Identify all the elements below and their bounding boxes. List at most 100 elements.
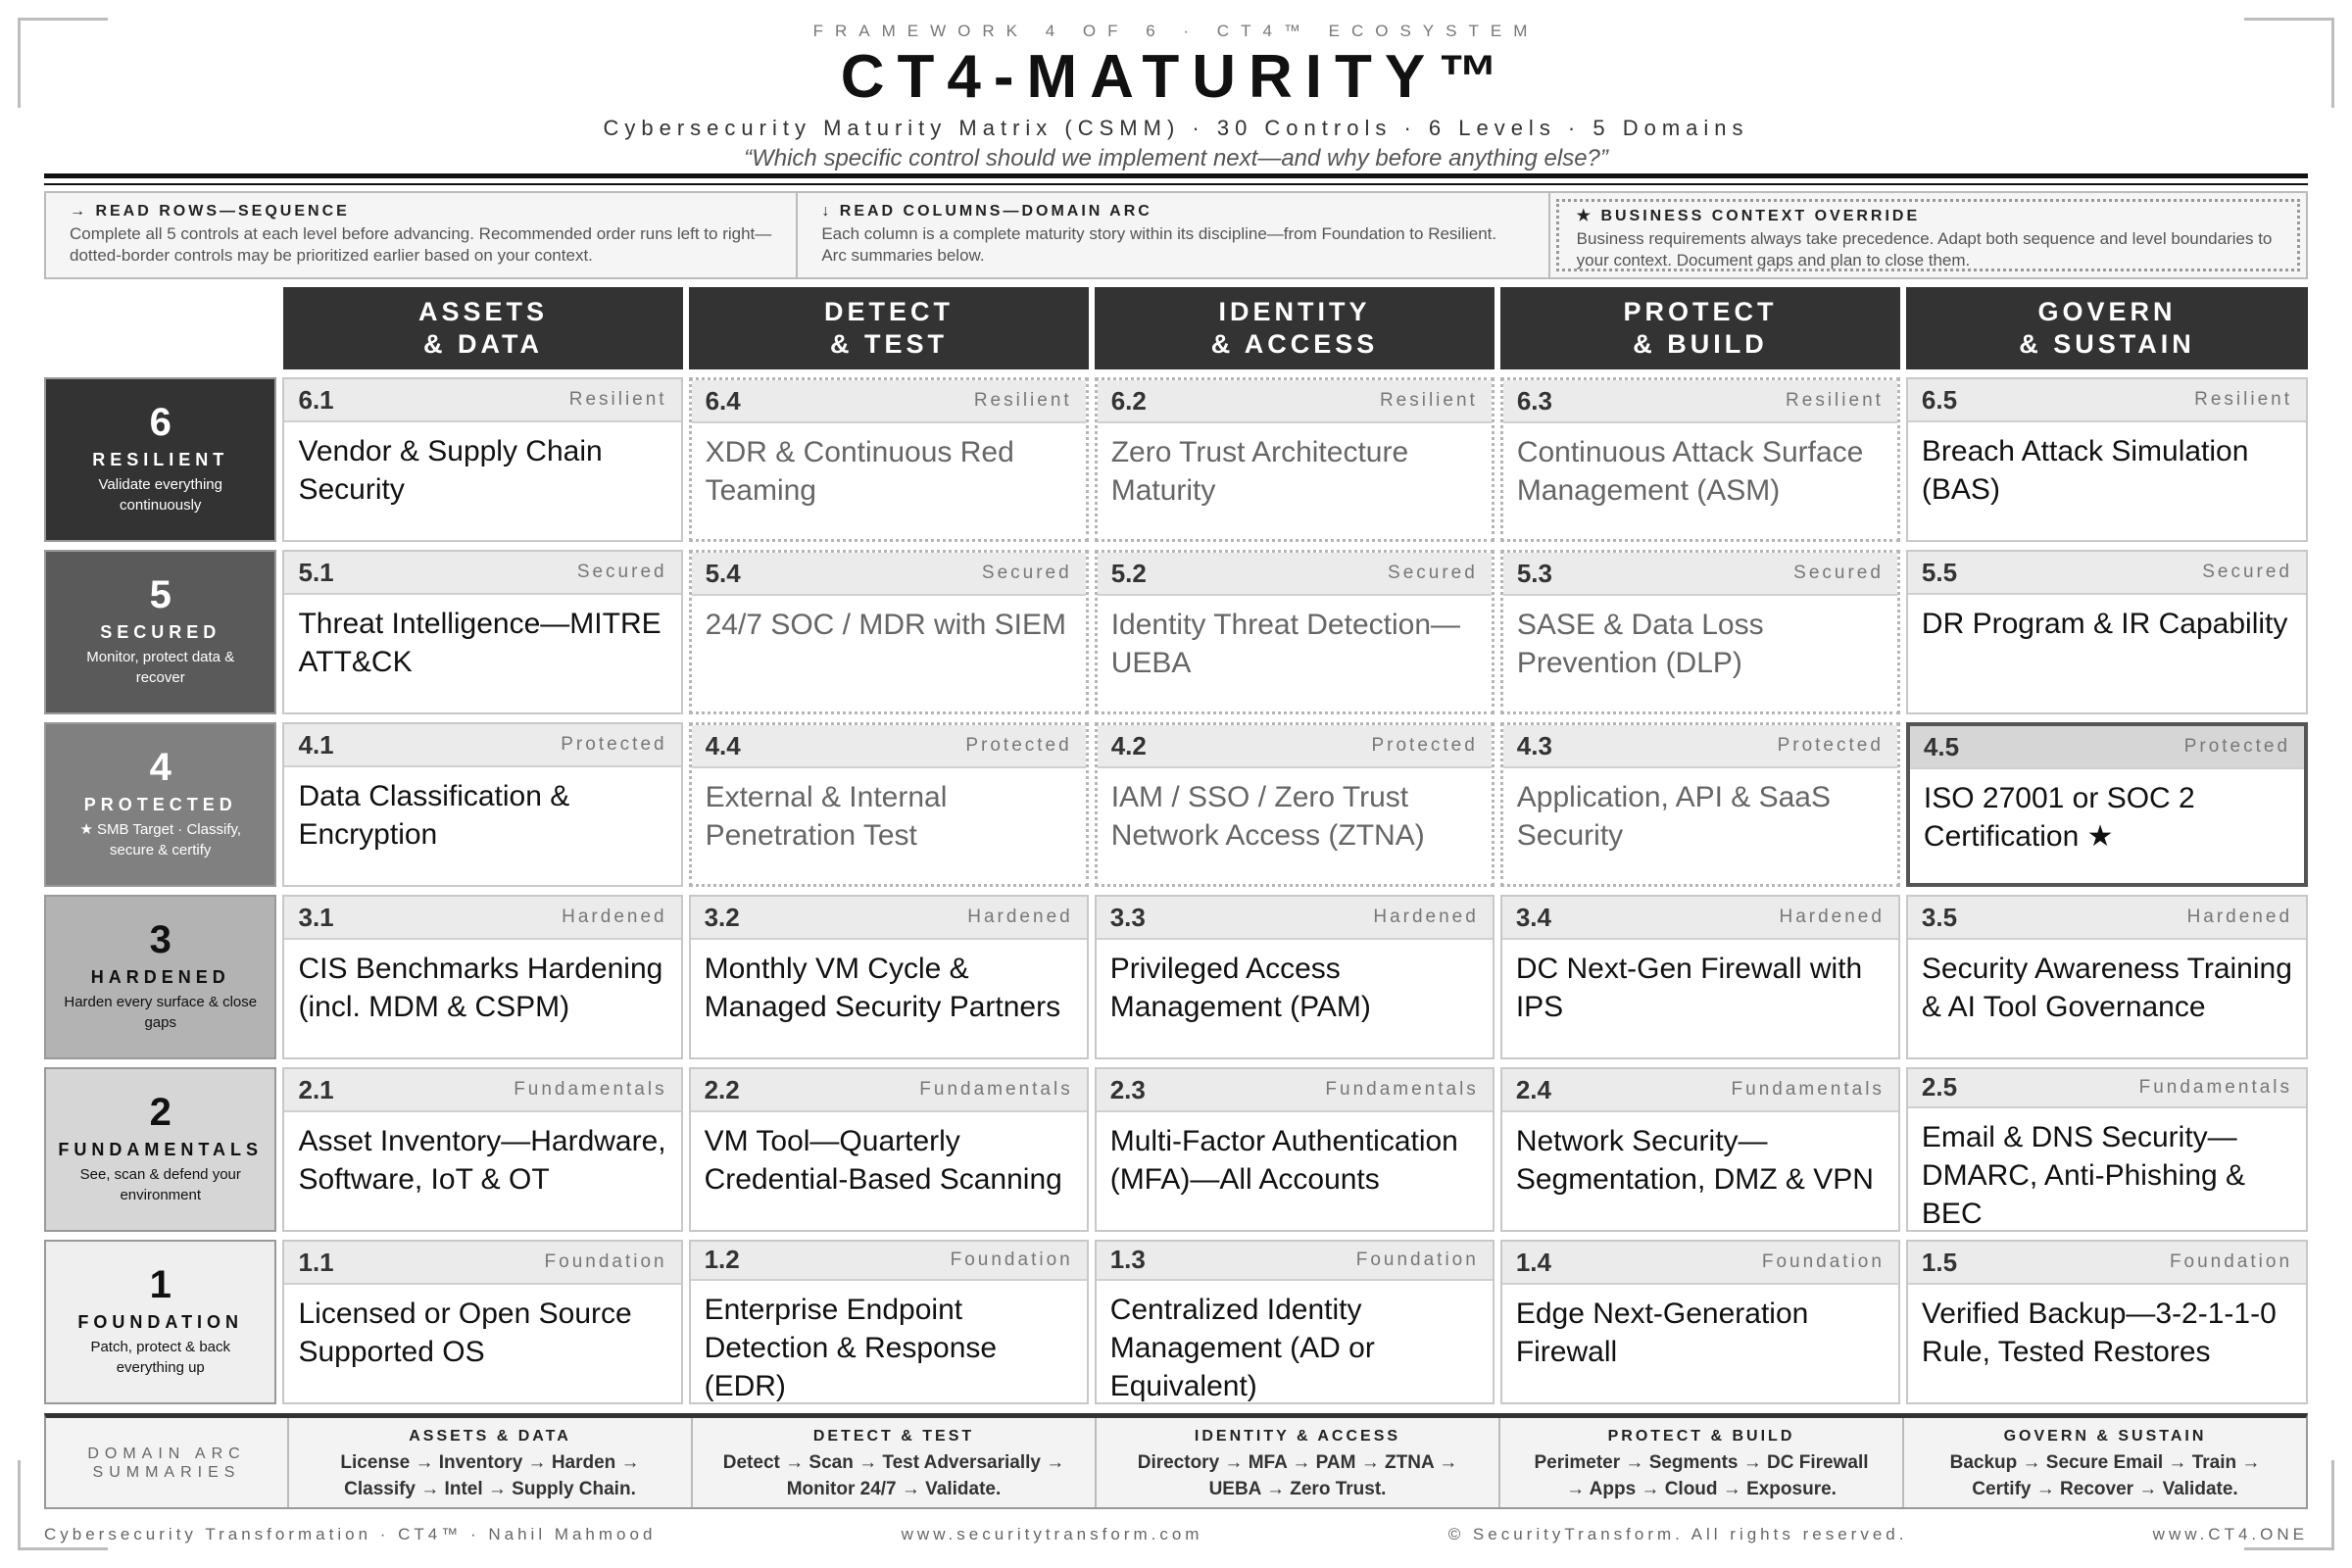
- arc-title: PROTECT & BUILD: [1607, 1428, 1795, 1445]
- control-header: 4.5 Protected: [1909, 726, 2305, 769]
- domain-header-line: & SUSTAIN: [2019, 329, 2195, 359]
- control-id: 3.3: [1109, 902, 1146, 932]
- control-name: DC Next-Gen Firewall with IPS: [1515, 953, 1863, 1023]
- arc-title: ASSETS & DATA: [409, 1428, 571, 1445]
- control-cell: 5.4 Secured 24/7 SOC / MDR with SIEM: [688, 550, 1089, 714]
- control-cell: 1.4 Foundation Edge Next-Generation Firewa…: [1499, 1240, 1900, 1404]
- control-header: 6.3 Resilient: [1502, 380, 1897, 423]
- domain-header-govern: GOVERN & SUSTAIN: [1906, 287, 2308, 369]
- arc-identity: IDENTITY & ACCESS Directory → MFA → PAM →…: [1097, 1418, 1500, 1507]
- domain-header-line: & TEST: [829, 329, 948, 359]
- control-name: Data Classification & Encryption: [298, 780, 570, 851]
- control-level-tag: Fundamentals: [1731, 1079, 1885, 1100]
- control-header: 5.3 Secured: [1502, 553, 1897, 596]
- arc-title: DETECT & TEST: [812, 1428, 975, 1445]
- guide-read-rows: → READ ROWS—SEQUENCE Complete all 5 cont…: [46, 193, 799, 277]
- control-cell: 4.3 Protected Application, API & SaaS Secu…: [1499, 722, 1900, 887]
- control-cell: 4.4 Protected External & Internal Penetrat…: [688, 722, 1089, 887]
- header-rule-thick: [44, 173, 2308, 178]
- control-name: Monthly VM Cycle & Managed Security Part…: [704, 953, 1061, 1023]
- control-header: 2.1 Fundamentals: [284, 1069, 681, 1112]
- control-cell: 3.4 Hardened DC Next-Gen Firewall with IPS: [1499, 895, 1900, 1059]
- control-name: Vendor & Supply Chain Security: [298, 435, 603, 506]
- control-id: 5.4: [705, 558, 741, 588]
- control-cell: 2.1 Fundamentals Asset Inventory—Hardware,…: [282, 1067, 683, 1232]
- control-header: 2.4 Fundamentals: [1501, 1069, 1898, 1112]
- control-name: Multi-Factor Authentication (MFA)—All Ac…: [1109, 1125, 1458, 1196]
- maturity-matrix: ASSETS & DATA DETECT & TEST IDENTITY & ACCE…: [44, 287, 2309, 1404]
- control-name: DR Program & IR Capability: [1921, 608, 2288, 640]
- control-cell: 3.5 Hardened Security Awareness Training &…: [1905, 895, 2309, 1059]
- domain-headers: ASSETS & DATA DETECT & TEST IDENTITY & ACCE…: [283, 287, 2308, 369]
- level-name: HARDENED: [90, 967, 230, 987]
- arc-detect: DETECT & TEST Detect → Scan → Test Advers…: [693, 1418, 1097, 1507]
- page-title: CT4-MATURITY™: [840, 43, 1512, 111]
- control-level-tag: Secured: [576, 562, 667, 582]
- level-row: 4 PROTECTED ★ SMB Target · Classify, secur…: [44, 722, 2309, 887]
- control-id: 5.2: [1110, 558, 1147, 588]
- control-id: 2.2: [704, 1074, 740, 1104]
- level-row: 1 FOUNDATION Patch, protect & back everyth…: [44, 1240, 2309, 1404]
- control-name: Zero Trust Architecture Maturity: [1110, 436, 1409, 507]
- control-id: 4.1: [298, 729, 334, 760]
- control-name: Verified Backup—3-2-1-1-0 Rule, Tested R…: [1921, 1298, 2277, 1368]
- control-level-tag: Fundamentals: [514, 1079, 667, 1100]
- control-name: Privileged Access Management (PAM): [1109, 953, 1371, 1023]
- control-header: 4.4 Protected: [691, 725, 1086, 768]
- arc-text: License → Inventory → Harden → Classify …: [340, 1452, 640, 1499]
- level-description: See, scan & defend your environment: [79, 1166, 241, 1203]
- control-level-tag: Foundation: [1761, 1251, 1885, 1272]
- domain-header-line: IDENTITY: [1218, 297, 1371, 326]
- control-id: 5.1: [298, 557, 334, 587]
- footer-url-link[interactable]: www.CT4.ONE: [2152, 1525, 2308, 1544]
- control-level-tag: Hardened: [1373, 906, 1479, 927]
- control-level-tag: Protected: [1371, 735, 1478, 756]
- domain-arc-summaries: DOMAIN ARC SUMMARIES ASSETS & DATA Licens…: [44, 1413, 2308, 1509]
- control-id: 2.4: [1515, 1074, 1551, 1104]
- corner-mark-top-right: [2244, 18, 2334, 108]
- control-cell: 2.3 Fundamentals Multi-Factor Authenticati…: [1094, 1067, 1494, 1232]
- arc-title: GOVERN & SUSTAIN: [2003, 1428, 2207, 1445]
- control-header: 4.2 Protected: [1097, 725, 1492, 768]
- control-cell: 6.4 Resilient XDR & Continuous Red Teaming: [688, 377, 1089, 542]
- control-header: 6.1 Resilient: [284, 379, 681, 422]
- framework-kicker: FRAMEWORK 4 OF 6 · CT4™ ECOSYSTEM: [812, 22, 1540, 40]
- guide-title: → READ ROWS—SEQUENCE: [70, 203, 350, 220]
- arc-assets: ASSETS & DATA License → Inventory → Harde…: [289, 1418, 693, 1507]
- control-header: 6.4 Resilient: [691, 380, 1086, 423]
- control-cell: 5.5 Secured DR Program & IR Capability: [1905, 550, 2309, 714]
- control-cell: 5.3 Secured SASE & Data Loss Prevention (D…: [1499, 550, 1900, 714]
- control-id: 6.2: [1110, 385, 1147, 416]
- control-id: 1.5: [1921, 1247, 1958, 1277]
- control-id: 5.5: [1921, 557, 1958, 587]
- control-name: CIS Benchmarks Hardening (incl. MDM & CS…: [298, 953, 663, 1023]
- control-name: Breach Attack Simulation (BAS): [1921, 435, 2249, 506]
- header-rule-thin: [44, 183, 2308, 185]
- control-cell: 3.2 Hardened Monthly VM Cycle & Managed Se…: [688, 895, 1089, 1059]
- control-cell: 1.5 Foundation Verified Backup—3-2-1-1-0 R…: [1905, 1240, 2309, 1404]
- footer-site-link[interactable]: www.securitytransform.com: [901, 1525, 1203, 1544]
- control-header: 4.1 Protected: [284, 724, 681, 767]
- control-header: 2.5 Fundamentals: [1907, 1069, 2307, 1108]
- control-level-tag: Hardened: [967, 906, 1073, 927]
- control-header: 1.1 Foundation: [284, 1242, 681, 1285]
- control-level-tag: Foundation: [950, 1249, 1073, 1270]
- control-id: 2.3: [1109, 1074, 1146, 1104]
- control-name: IAM / SSO / Zero Trust Network Access (Z…: [1110, 781, 1425, 852]
- control-name: Licensed or Open Source Supported OS: [298, 1298, 632, 1368]
- level-number: 4: [149, 746, 172, 789]
- control-name: 24/7 SOC / MDR with SIEM: [705, 609, 1067, 641]
- domain-header-line: ASSETS: [417, 297, 549, 326]
- control-level-tag: Resilient: [973, 390, 1072, 411]
- control-level-tag: Secured: [1793, 563, 1884, 583]
- control-level-tag: Resilient: [568, 389, 667, 410]
- level-description: Patch, protect & back everything up: [90, 1339, 231, 1376]
- control-level-tag: Hardened: [1779, 906, 1885, 927]
- guide-text: Business requirements always take preced…: [1576, 229, 2273, 270]
- level-label: 2 FUNDAMENTALS See, scan & defend your env…: [44, 1067, 277, 1232]
- guide-text: Complete all 5 controls at each level be…: [70, 224, 772, 265]
- arc-govern: GOVERN & SUSTAIN Backup → Secure Email → …: [1904, 1418, 2306, 1507]
- page-footer: Cybersecurity Transformation · CT4™ · Na…: [44, 1525, 2308, 1544]
- page-header: FRAMEWORK 4 OF 6 · CT4™ ECOSYSTEM CT4-MA…: [0, 22, 2352, 172]
- domain-header-line: GOVERN: [2037, 297, 2177, 326]
